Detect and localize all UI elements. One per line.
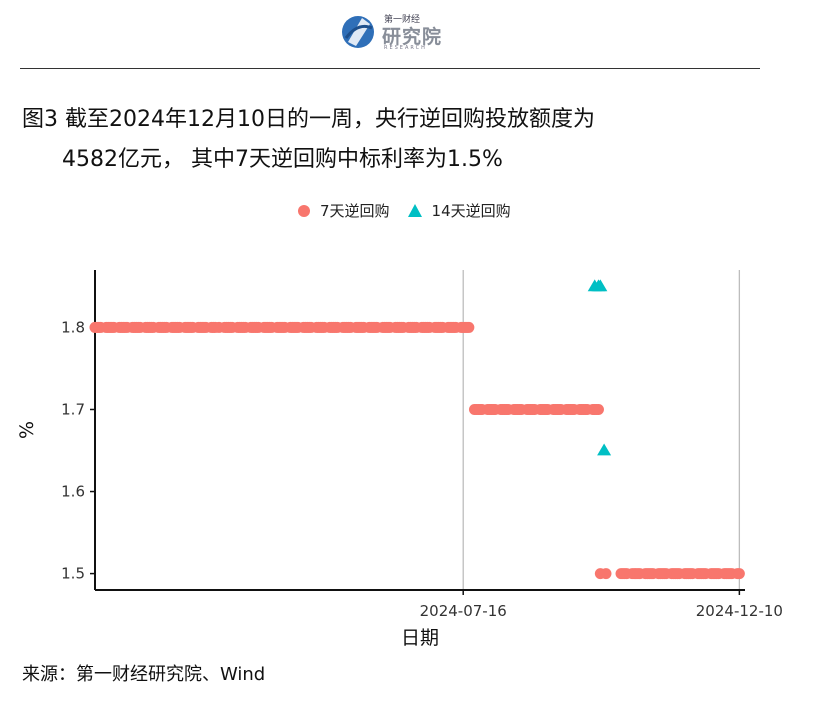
logo-main-text: 研究院 (382, 26, 443, 48)
header-divider (20, 68, 760, 69)
point-14day-2 (593, 279, 608, 292)
figure-title: 图3 截至2024年12月10日的一周，央行逆回购投放额度为 4582亿元， 其… (22, 100, 595, 180)
point-7day-142 (463, 321, 475, 333)
y-tick-label-3: 1.8 (61, 318, 85, 336)
scatter-chart: 1.5 1.6 1.7 1.8 2024-07-16 2024-12-10 日期% (16, 270, 783, 649)
point-7day-193 (600, 568, 612, 580)
legend-triangle-marker (407, 204, 422, 217)
logo-icon (342, 16, 374, 48)
y-tick-label-1: 1.6 (61, 483, 85, 501)
chart-legend: 7天逆回购 14天逆回购 (298, 200, 529, 221)
legend-item-14day: 14天逆回购 (407, 200, 511, 221)
y-tick-label-0: 1.5 (61, 565, 85, 583)
legend-circle-marker (298, 204, 310, 217)
figure-title-line1: 图3 截至2024年12月10日的一周，央行逆回购投放额度为 (22, 107, 595, 132)
logo-top-text: 第一财经 (384, 15, 421, 25)
legend-label-14day: 14天逆回购 (431, 202, 511, 220)
point-7day-239 (733, 568, 745, 580)
legend-item-7day: 7天逆回购 (298, 200, 390, 221)
point-14day-3 (597, 443, 612, 456)
x-axis-label: 日期 (401, 627, 439, 649)
y-tick-label-2: 1.7 (61, 400, 85, 418)
legend-label-7day: 7天逆回购 (320, 202, 390, 220)
logo: 第一财经 研究院 RESEARCH (340, 10, 450, 56)
x-tick-label-0: 2024-07-16 (420, 602, 507, 620)
source-note: 来源：第一财经研究院、Wind (22, 664, 266, 685)
x-tick-label-1: 2024-12-10 (696, 602, 783, 620)
logo-sub-text: RESEARCH (384, 45, 427, 51)
y-axis-label: % (16, 421, 38, 439)
point-7day-191 (592, 403, 604, 415)
figure-title-line2: 4582亿元， 其中7天逆回购中标利率为1.5% (62, 147, 503, 172)
